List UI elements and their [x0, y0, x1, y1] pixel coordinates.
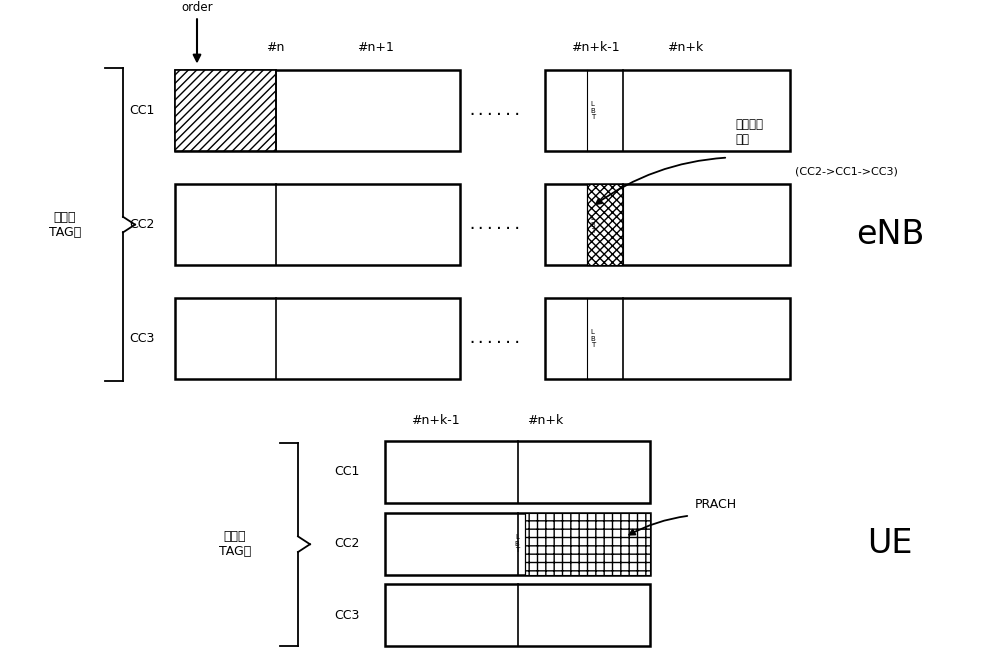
Text: #n+k: #n+k: [527, 414, 563, 427]
Bar: [525, 513, 650, 574]
Bar: [587, 184, 623, 266]
Bar: [545, 184, 790, 266]
Text: #n+1: #n+1: [357, 41, 393, 54]
Text: 同一个
TAG中: 同一个 TAG中: [219, 530, 251, 559]
Text: ......: ......: [468, 331, 522, 346]
Bar: [385, 585, 650, 646]
Text: #n+k-1: #n+k-1: [571, 41, 619, 54]
Bar: [385, 441, 650, 503]
Text: CC3: CC3: [335, 609, 360, 622]
Bar: [175, 70, 276, 152]
Text: L
B
T: L B T: [591, 215, 595, 234]
Text: CC3: CC3: [130, 332, 155, 345]
Text: PRACH: PRACH: [695, 498, 737, 511]
Text: L
B
T: L B T: [591, 329, 595, 348]
Text: (CC2->CC1->CC3): (CC2->CC1->CC3): [795, 166, 898, 176]
Text: eNB: eNB: [856, 218, 924, 251]
Bar: [175, 298, 460, 379]
Text: L
B
T: L B T: [591, 101, 595, 120]
Text: CC1: CC1: [335, 465, 360, 478]
Bar: [175, 184, 460, 266]
Bar: [545, 298, 790, 379]
Text: ......: ......: [468, 217, 522, 232]
Text: UE: UE: [867, 527, 913, 560]
Text: PDCCH
order: PDCCH order: [176, 0, 218, 14]
Text: ......: ......: [468, 103, 522, 118]
Bar: [175, 70, 460, 152]
Text: L
B
T: L B T: [515, 534, 519, 553]
Text: #n+k-1: #n+k-1: [411, 414, 459, 427]
Text: #n: #n: [266, 41, 284, 54]
Text: CC2: CC2: [130, 218, 155, 231]
Text: #n+k: #n+k: [667, 41, 703, 54]
Text: CC1: CC1: [130, 104, 155, 117]
Text: 物理指示
信号: 物理指示 信号: [735, 118, 763, 146]
Text: CC2: CC2: [335, 537, 360, 550]
Bar: [385, 513, 650, 574]
Text: 同一个
TAG中: 同一个 TAG中: [49, 210, 81, 239]
Bar: [545, 70, 790, 152]
